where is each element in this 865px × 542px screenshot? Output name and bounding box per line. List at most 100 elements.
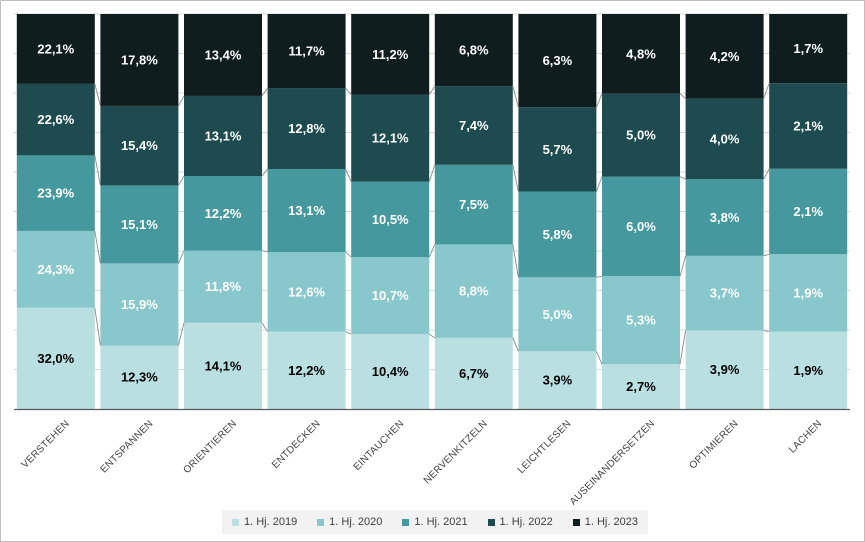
legend-label: 1. Hj. 2022 bbox=[499, 516, 553, 528]
data-label: 2,1% bbox=[793, 204, 823, 219]
bar-segment bbox=[602, 364, 680, 409]
bar-segment bbox=[267, 252, 346, 332]
series-line bbox=[595, 93, 603, 108]
series-line bbox=[595, 176, 603, 192]
data-label: 12,2% bbox=[288, 363, 325, 378]
series-line bbox=[763, 83, 770, 99]
series-line bbox=[345, 331, 352, 335]
bar-segment bbox=[267, 88, 346, 170]
data-label: 11,2% bbox=[372, 47, 409, 62]
bar-segment bbox=[351, 94, 430, 182]
bars bbox=[16, 14, 848, 409]
bar-segment bbox=[100, 263, 179, 346]
data-label: 11,8% bbox=[205, 279, 242, 294]
bar-segment bbox=[434, 86, 513, 165]
data-label: 10,7% bbox=[372, 288, 409, 303]
series-line bbox=[428, 244, 436, 258]
data-label: 17,8% bbox=[121, 52, 158, 67]
bar-segment bbox=[16, 230, 95, 308]
series-line bbox=[428, 164, 436, 182]
legend-swatch bbox=[402, 518, 410, 526]
x-tick-label: LACHEN bbox=[787, 418, 824, 455]
data-label: 24,3% bbox=[37, 262, 74, 277]
bar-segment bbox=[434, 244, 513, 338]
data-label: 23,9% bbox=[37, 186, 74, 201]
series-line bbox=[679, 330, 687, 365]
legend-item: 1. Hj. 2022 bbox=[487, 516, 553, 528]
x-tick-label: VERSTEHEN bbox=[20, 418, 72, 470]
series-line bbox=[763, 329, 770, 333]
data-label: 5,3% bbox=[626, 313, 656, 328]
series-line bbox=[94, 155, 101, 186]
legend: 1. Hj. 2019 1. Hj. 2020 1. Hj. 2021 1. Hj. … bbox=[222, 510, 648, 534]
series-line bbox=[177, 322, 185, 346]
bar-segment bbox=[685, 98, 764, 180]
series-line bbox=[679, 255, 687, 277]
series-line bbox=[94, 230, 101, 264]
bar-segment bbox=[518, 14, 597, 108]
data-label: 7,5% bbox=[459, 197, 489, 212]
x-tick-label: OPTIMIEREN bbox=[688, 418, 741, 471]
bar-segment bbox=[351, 181, 430, 258]
data-label: 10,5% bbox=[372, 212, 409, 227]
x-tick-label: LEICHTLESEN bbox=[516, 418, 574, 476]
data-label: 13,1% bbox=[205, 128, 242, 143]
data-label: 15,4% bbox=[121, 138, 158, 153]
bar-segment bbox=[16, 14, 95, 84]
bar-segment bbox=[602, 176, 680, 277]
data-label: 6,7% bbox=[459, 366, 489, 381]
bar-segment bbox=[769, 168, 848, 255]
x-tick-label: ORIENTIEREN bbox=[181, 418, 239, 476]
data-label: 15,9% bbox=[121, 297, 158, 312]
bar-segment bbox=[518, 351, 597, 409]
data-label: 1,9% bbox=[793, 285, 823, 300]
data-label: 3,7% bbox=[710, 286, 740, 301]
data-label: 11,7% bbox=[289, 44, 326, 59]
series-line bbox=[679, 176, 686, 180]
data-label: 3,8% bbox=[710, 210, 740, 225]
series-line bbox=[94, 307, 101, 346]
legend-item: 1. Hj. 2020 bbox=[317, 516, 382, 528]
legend-swatch bbox=[317, 518, 325, 526]
data-label: 22,1% bbox=[37, 41, 74, 56]
data-label: 1,7% bbox=[793, 41, 823, 56]
legend-swatch bbox=[231, 518, 239, 526]
data-label: 13,1% bbox=[288, 203, 325, 218]
bar-segment bbox=[602, 14, 680, 94]
series-line bbox=[261, 322, 268, 333]
bar-segment bbox=[434, 164, 513, 245]
bar-segment bbox=[434, 337, 513, 409]
bar-segment bbox=[351, 334, 430, 409]
legend-label: 1. Hj. 2021 bbox=[414, 516, 468, 528]
series-line bbox=[679, 93, 686, 99]
series-line bbox=[428, 85, 436, 95]
bar-segment bbox=[351, 257, 430, 335]
bar-segment bbox=[434, 14, 513, 87]
series-line bbox=[94, 83, 101, 107]
data-labels: 32,0% 24,3% 23,9% 22,6% 22,1% 12,3% 15,9% 15,1%… bbox=[37, 41, 823, 394]
series-line bbox=[178, 95, 185, 107]
data-label: 12,6% bbox=[288, 284, 325, 299]
bar-segment bbox=[100, 105, 179, 186]
bar-segment bbox=[769, 254, 848, 332]
legend-item: 1. Hj. 2021 bbox=[402, 516, 468, 528]
data-label: 4,0% bbox=[710, 131, 740, 146]
data-label: 14,1% bbox=[205, 358, 242, 373]
bar-segment bbox=[184, 95, 262, 177]
series-lines bbox=[94, 83, 770, 365]
series-line bbox=[261, 250, 268, 253]
bar-segment bbox=[267, 14, 346, 89]
bar-segment bbox=[769, 83, 848, 169]
x-tick-label: ENTSPANNEN bbox=[99, 418, 156, 475]
series-line bbox=[595, 351, 603, 365]
legend-item: 1. Hj. 2019 bbox=[231, 516, 297, 528]
data-label: 5,0% bbox=[626, 128, 656, 143]
x-tick-label: EINTAUCHEN bbox=[352, 418, 407, 473]
series-line bbox=[512, 244, 519, 278]
data-label: 6,0% bbox=[626, 219, 656, 234]
bar-segment bbox=[184, 14, 262, 96]
series-line bbox=[428, 333, 436, 339]
data-label: 6,3% bbox=[543, 53, 573, 68]
data-label: 12,8% bbox=[288, 121, 325, 136]
bar-segment bbox=[351, 14, 430, 95]
